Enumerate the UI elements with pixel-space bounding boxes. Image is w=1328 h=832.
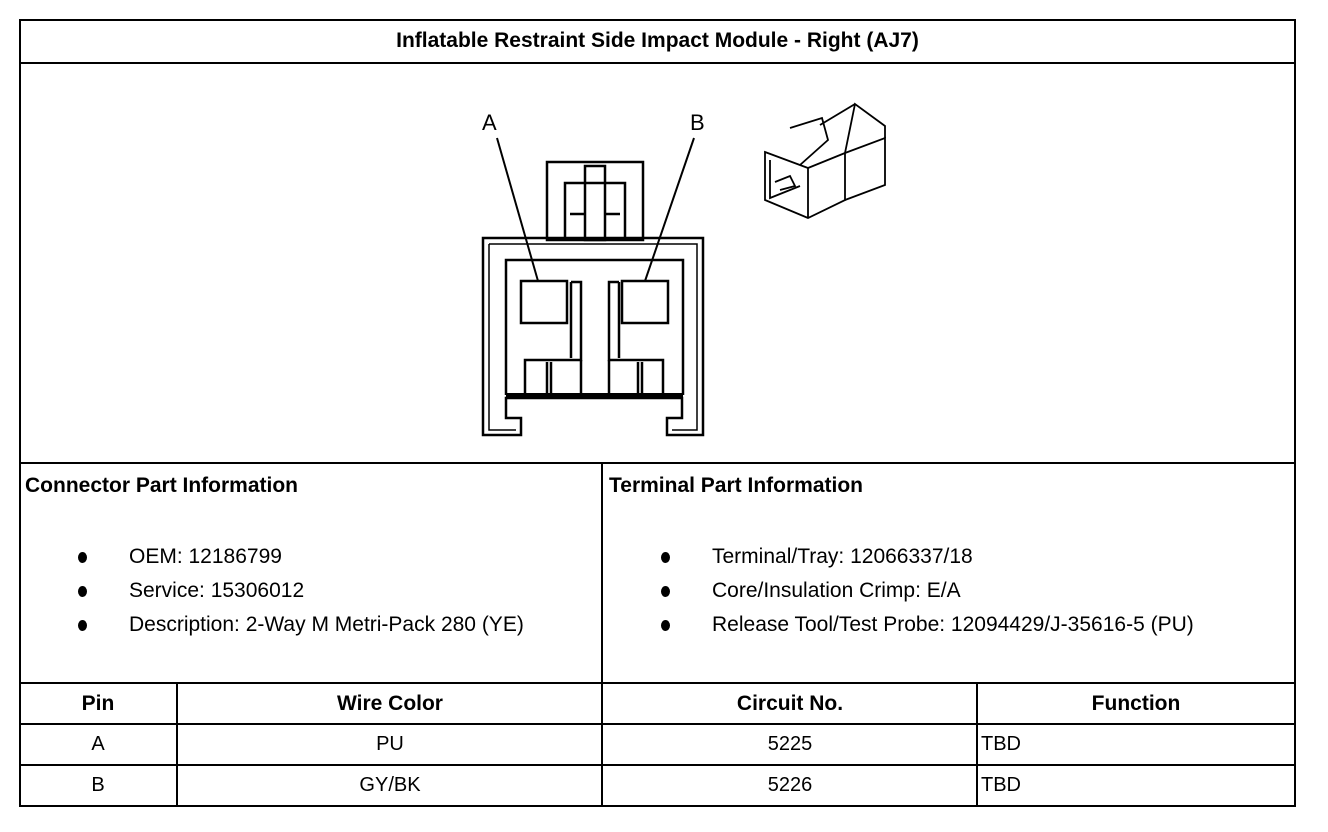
connector-info-heading: Connector Part Information	[25, 474, 299, 497]
document-frame	[19, 19, 1296, 807]
connector-face-drawing	[481, 137, 705, 437]
list-item: Core/Insulation Crimp: E/A	[661, 574, 1194, 608]
bullet-icon	[661, 551, 670, 563]
connector-diagram: A B	[481, 102, 886, 437]
divider	[19, 764, 1296, 766]
cell-pin: A	[91, 733, 105, 755]
pin-label-a: A	[482, 110, 497, 135]
list-item: Release Tool/Test Probe: 12094429/J-3561…	[661, 608, 1194, 642]
bullet-icon	[661, 585, 670, 597]
page-title: Inflatable Restraint Side Impact Module …	[396, 29, 919, 52]
bullet-icon	[78, 551, 87, 563]
pin-label-b: B	[690, 110, 705, 135]
divider	[19, 62, 1296, 64]
header-pin: Pin	[81, 691, 115, 715]
header-wire-color: Wire Color	[337, 691, 443, 715]
cell-circuit: 5225	[767, 733, 813, 755]
divider	[19, 462, 1296, 464]
cell-pin: B	[91, 774, 105, 796]
divider	[19, 682, 1296, 684]
terminal-info-heading: Terminal Part Information	[609, 474, 863, 497]
bullet-icon	[78, 585, 87, 597]
divider	[976, 682, 978, 807]
list-item: Service: 15306012	[78, 574, 524, 608]
divider	[19, 723, 1296, 725]
divider	[176, 682, 178, 807]
cell-wire-color: PU	[376, 733, 404, 755]
terminal-info-list: Terminal/Tray: 12066337/18 Core/Insulati…	[661, 540, 1194, 642]
cavity-a	[519, 279, 569, 325]
bullet-icon	[78, 619, 87, 631]
list-item: Terminal/Tray: 12066337/18	[661, 540, 1194, 574]
list-item: OEM: 12186799	[78, 540, 524, 574]
divider	[601, 462, 603, 807]
list-item: Description: 2-Way M Metri-Pack 280 (YE)	[78, 608, 524, 642]
connector-info-list: OEM: 12186799 Service: 15306012 Descript…	[78, 540, 524, 642]
header-function: Function	[1091, 691, 1181, 715]
cavity-b	[620, 279, 670, 325]
connector-isometric-icon	[764, 102, 886, 219]
bullet-icon	[661, 619, 670, 631]
header-circuit: Circuit No.	[736, 691, 844, 715]
cell-function: TBD	[981, 733, 1021, 755]
cell-circuit: 5226	[767, 774, 813, 796]
cell-function: TBD	[981, 774, 1021, 796]
cell-wire-color: GY/BK	[359, 774, 421, 796]
